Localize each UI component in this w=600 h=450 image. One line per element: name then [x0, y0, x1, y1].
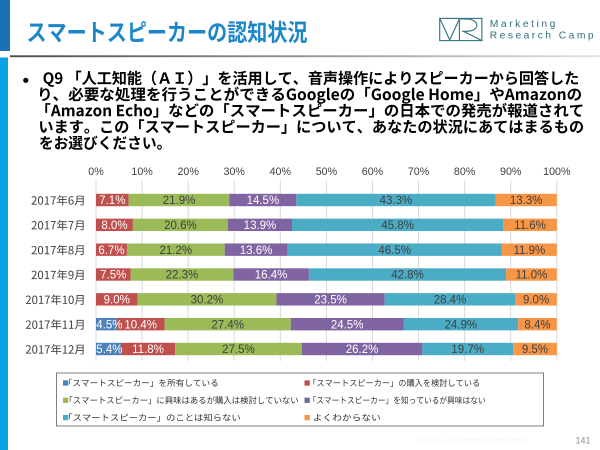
- svg-text:10%: 10%: [131, 166, 153, 178]
- svg-text:10.4%: 10.4%: [124, 319, 157, 331]
- svg-text:23.5%: 23.5%: [314, 294, 347, 306]
- svg-text:40%: 40%: [270, 166, 292, 178]
- svg-text:Marketing: Marketing: [490, 19, 558, 30]
- svg-text:7.5%: 7.5%: [100, 270, 126, 282]
- svg-text:141: 141: [575, 435, 590, 445]
- svg-text:46.5%: 46.5%: [378, 245, 411, 257]
- svg-text:11.0%: 11.0%: [516, 270, 548, 282]
- svg-text:21.9%: 21.9%: [163, 195, 196, 207]
- svg-text:7.1%: 7.1%: [99, 195, 125, 207]
- svg-text:9.5%: 9.5%: [522, 344, 548, 356]
- svg-text:14.5%: 14.5%: [247, 195, 280, 207]
- svg-text:30%: 30%: [224, 166, 246, 178]
- svg-text:20%: 20%: [177, 166, 199, 178]
- svg-text:8.0%: 8.0%: [101, 220, 127, 232]
- svg-text:27.5%: 27.5%: [222, 344, 255, 356]
- svg-text:24.9%: 24.9%: [445, 319, 478, 331]
- svg-text:28.4%: 28.4%: [434, 294, 467, 306]
- svg-text:13.3%: 13.3%: [510, 195, 543, 207]
- svg-text:16.4%: 16.4%: [255, 270, 288, 282]
- svg-text:9.0%: 9.0%: [523, 294, 549, 306]
- svg-text:9.0%: 9.0%: [104, 294, 130, 306]
- svg-text:13.6%: 13.6%: [240, 245, 273, 257]
- svg-text:27.4%: 27.4%: [211, 319, 244, 331]
- svg-text:Research Camp: Research Camp: [490, 30, 596, 41]
- svg-text:60%: 60%: [362, 166, 384, 178]
- svg-text:0%: 0%: [88, 166, 104, 178]
- svg-text:100%: 100%: [543, 166, 571, 178]
- svg-text:45.8%: 45.8%: [381, 220, 414, 232]
- svg-text:30.2%: 30.2%: [191, 294, 224, 306]
- svg-text:80%: 80%: [454, 166, 476, 178]
- svg-text:22.3%: 22.3%: [166, 270, 199, 282]
- svg-text:©2018 JustSystems Corporation: ©2018 JustSystems Corporation: [418, 436, 526, 445]
- svg-text:11.6%: 11.6%: [514, 220, 546, 232]
- svg-text:42.8%: 42.8%: [391, 270, 424, 282]
- svg-text:4.5%: 4.5%: [96, 319, 122, 331]
- svg-text:70%: 70%: [408, 166, 430, 178]
- svg-text:20.6%: 20.6%: [164, 220, 197, 232]
- svg-text:26.2%: 26.2%: [346, 344, 379, 356]
- svg-text:24.5%: 24.5%: [331, 319, 364, 331]
- svg-text:13.9%: 13.9%: [244, 220, 277, 232]
- svg-text:19.7%: 19.7%: [451, 344, 484, 356]
- svg-text:90%: 90%: [500, 166, 522, 178]
- svg-text:11.8%: 11.8%: [132, 344, 164, 356]
- svg-text:8.4%: 8.4%: [524, 319, 550, 331]
- svg-text:43.3%: 43.3%: [380, 195, 413, 207]
- svg-text:5.4%: 5.4%: [96, 344, 122, 356]
- svg-text:21.2%: 21.2%: [159, 245, 192, 257]
- svg-text:50%: 50%: [316, 166, 338, 178]
- svg-text:11.9%: 11.9%: [513, 245, 545, 257]
- svg-text:6.7%: 6.7%: [98, 245, 124, 257]
